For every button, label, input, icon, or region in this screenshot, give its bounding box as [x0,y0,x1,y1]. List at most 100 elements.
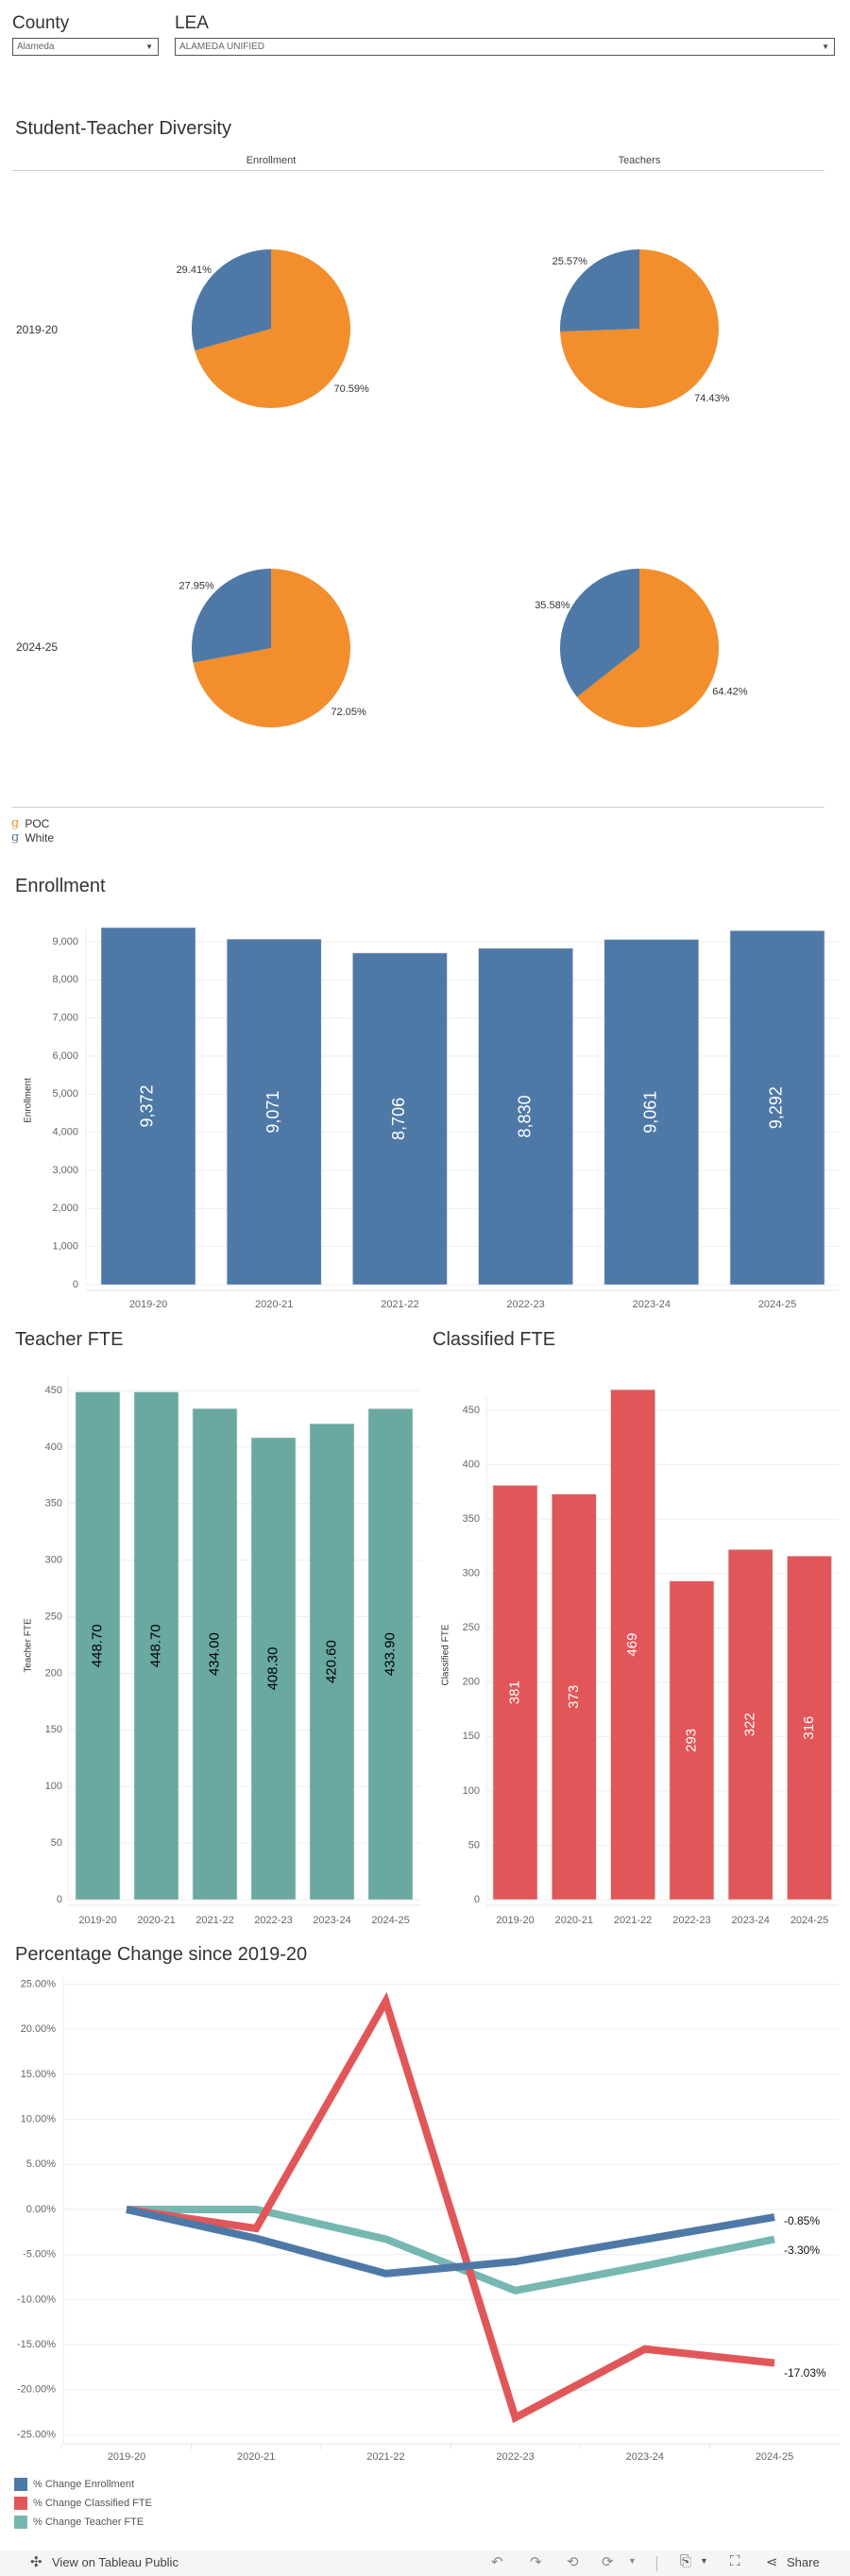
pie-slice-poc[interactable] [195,249,350,409]
chevron-down-icon[interactable]: ▼ [700,2556,708,2566]
y-tick-label: 2,000 [52,1203,78,1214]
y-tick-label: 7,000 [52,1013,78,1024]
x-tick-label: 2023-24 [732,1915,770,1926]
legend-item-white[interactable]: g White [11,830,54,844]
bar[interactable] [352,952,448,1286]
pie-slice-poc[interactable] [193,569,351,727]
pie-slice-poc[interactable] [576,569,719,727]
y-tick-label: -5.00% [23,2249,56,2260]
legend-item-enrollment[interactable]: % Change Enrollment [14,2475,152,2494]
legend-label: White [25,830,55,844]
y-tick-label: 9,000 [52,936,78,947]
pct-change-legend: % Change Enrollment % Change Classified … [14,2475,152,2532]
legend-item-teacher[interactable]: % Change Teacher FTE [14,2513,152,2532]
y-tick-label: -20.00% [17,2384,56,2396]
legend-item-poc[interactable]: g POC [11,816,54,830]
bar[interactable] [551,1493,597,1901]
bar-value-label: 9,061 [641,1091,660,1134]
refresh-icon[interactable]: ⟳ [602,2554,614,2570]
pie-slice-white[interactable] [192,569,271,663]
x-tick-label: 2021-22 [381,1299,418,1310]
bar[interactable] [75,1391,121,1901]
bar[interactable] [787,1555,832,1901]
bar-value-label: 408.30 [264,1647,280,1691]
bar[interactable] [309,1423,355,1901]
y-tick-label: 250 [45,1611,62,1622]
bar-value-label: 316 [801,1716,817,1740]
pie-slice-poc[interactable] [560,249,720,408]
y-tick-label: 5,000 [52,1088,78,1100]
county-dropdown[interactable]: Alameda ▼ [12,38,159,56]
y-tick-label: 300 [463,1568,480,1579]
y-tick-label: 50 [51,1837,62,1849]
y-tick-label: 5.00% [26,2158,56,2170]
y-tick-label: 10.00% [21,2114,57,2125]
y-tick-label: 200 [45,1667,62,1679]
bar[interactable] [478,947,573,1286]
diversity-legend: g POC g White [11,816,54,844]
legend-item-classified[interactable]: % Change Classified FTE [14,2494,152,2513]
tableau-logo-icon: ✣ [30,2554,42,2570]
bar-value-label: 448.70 [89,1624,105,1667]
download-icon[interactable]: ⎘ [680,2553,692,2569]
revert-icon[interactable]: ⟲ [567,2554,579,2570]
classified-fte-chart-title: Classified FTE [433,1329,556,1350]
pie-label-poc: 70.59% [333,384,369,395]
pie-label-white: 29.41% [177,264,212,276]
legend-swatch [14,2478,27,2491]
lea-dropdown-value: ALAMEDA UNIFIED [179,42,265,52]
series-end-label: -17.03% [784,2366,826,2380]
teacher-fte-chart-title: Teacher FTE [15,1329,124,1350]
chevron-down-icon[interactable]: ▼ [628,2556,637,2566]
series-end-label: -3.30% [784,2243,820,2257]
y-tick-label: 50 [468,1839,480,1851]
x-tick-label: 2021-22 [366,2451,404,2463]
y-tick-label: 0 [474,1894,480,1905]
bar[interactable] [729,930,825,1286]
pie-label-white: 27.95% [178,580,214,591]
bar[interactable] [100,927,196,1286]
y-tick-label: 100 [463,1785,480,1797]
bar[interactable] [226,938,322,1286]
y-tick-label: 0 [57,1894,62,1905]
fullscreen-icon[interactable]: ⛶ [730,2553,740,2569]
x-tick-label: 2020-21 [137,1915,175,1926]
bar[interactable] [669,1580,715,1901]
lea-dropdown[interactable]: ALAMEDA UNIFIED ▼ [175,38,835,56]
bar[interactable] [192,1407,238,1901]
bar[interactable] [250,1437,297,1901]
redo-icon[interactable]: ↷ [530,2554,542,2570]
pie-slice-white[interactable] [560,249,639,333]
y-tick-label: 200 [463,1677,480,1688]
bar[interactable] [367,1407,414,1901]
y-axis-title: Teacher FTE [24,1618,34,1673]
x-tick-label: 2020-21 [555,1915,593,1926]
bar[interactable] [492,1485,538,1901]
bar[interactable] [604,939,700,1286]
y-tick-label: 4,000 [52,1127,78,1138]
series-line-0[interactable] [126,2206,775,2277]
share-icon[interactable]: ⋖ [766,2554,778,2570]
bar[interactable] [610,1389,655,1901]
bar-value-label: 9,292 [767,1086,786,1129]
y-tick-label: 400 [463,1459,480,1470]
pie-slice-white[interactable] [192,249,271,350]
x-tick-label: 2023-24 [633,1299,671,1310]
chevron-down-icon: ▼ [822,43,829,51]
x-tick-label: 2024-25 [758,1299,796,1310]
view-on-tableau-link[interactable]: View on Tableau Public [52,2555,178,2569]
pie-slice-white[interactable] [560,569,639,697]
legend-label: % Change Enrollment [33,2479,135,2490]
pct-change-chart-title: Percentage Change since 2019-20 [15,1944,308,1965]
county-dropdown-value: Alameda [17,42,55,52]
share-button[interactable]: Share [787,2555,820,2569]
x-tick-label: 2022-23 [496,2451,534,2463]
undo-icon[interactable]: ↶ [491,2554,503,2570]
bar[interactable] [727,1549,774,1901]
bar[interactable] [133,1391,179,1901]
y-tick-label: 15.00% [21,2069,57,2080]
pie-label-poc: 64.42% [712,687,748,698]
series-line-1[interactable] [126,1991,775,2424]
column-header-teachers: Teachers [618,155,661,166]
